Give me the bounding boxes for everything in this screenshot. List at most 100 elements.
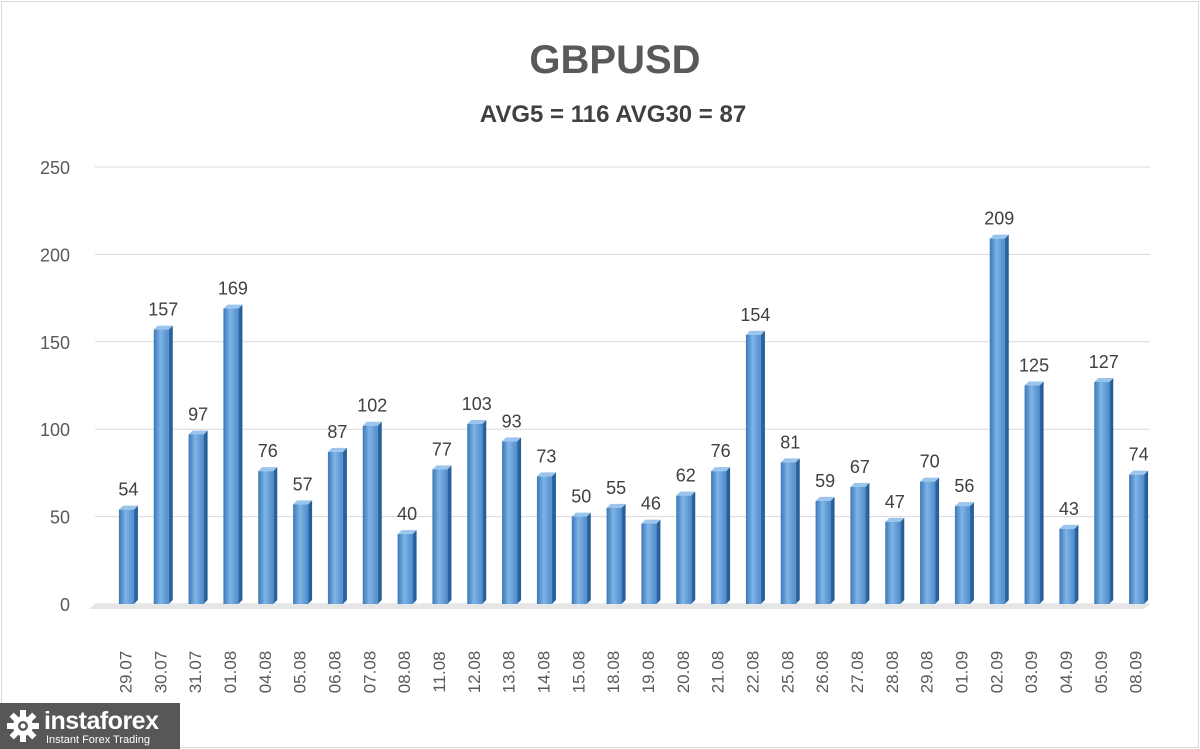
bar-front (571, 516, 587, 604)
bar (1024, 381, 1044, 604)
bar (258, 467, 278, 604)
x-tick-label: 01.08 (221, 651, 240, 694)
bar-top (188, 430, 208, 435)
y-tick-label: 150 (40, 333, 70, 353)
data-label: 56 (954, 476, 974, 496)
bar-side (168, 325, 173, 604)
x-tick-label: 15.08 (569, 651, 588, 694)
chart-floor (89, 604, 1150, 609)
bar-front (223, 308, 239, 604)
bar (711, 467, 731, 604)
bar-side (308, 500, 313, 604)
bar-side (412, 530, 417, 604)
x-tick-label: 02.09 (987, 651, 1006, 694)
data-label: 76 (711, 441, 731, 461)
bar-front (815, 500, 831, 604)
bar-side (342, 447, 347, 604)
bar-side (621, 503, 626, 604)
data-label: 73 (536, 446, 556, 466)
bar (223, 304, 243, 604)
x-tick-label: 01.09 (952, 651, 971, 694)
x-tick-label: 22.08 (743, 651, 762, 694)
bar (676, 491, 696, 604)
data-label: 127 (1089, 352, 1119, 372)
bar-front (676, 495, 692, 604)
bar (606, 503, 626, 604)
bar-top (1129, 470, 1149, 475)
bar-side (273, 467, 278, 604)
bar-side (1004, 234, 1009, 604)
bar-front (885, 521, 901, 604)
bar-front (467, 423, 483, 604)
bar (327, 447, 347, 604)
data-label: 67 (850, 457, 870, 477)
data-label: 40 (397, 504, 417, 524)
x-tick-label: 05.08 (291, 651, 310, 694)
bar-front (536, 476, 552, 604)
bar-top (327, 447, 347, 452)
x-tick-label: 07.08 (360, 651, 379, 694)
data-label: 97 (188, 404, 208, 424)
data-label: 55 (606, 478, 626, 498)
bar (1129, 470, 1149, 604)
bar (954, 502, 974, 604)
data-label: 154 (740, 305, 770, 325)
data-label: 46 (641, 494, 661, 514)
bar-top (711, 467, 731, 472)
bar (989, 234, 1009, 604)
instaforex-logo: instaforex Instant Forex Trading (0, 703, 180, 749)
bar-top (676, 491, 696, 496)
x-tick-label: 13.08 (500, 651, 519, 694)
bar-side (830, 496, 835, 604)
bar-front (989, 238, 1005, 604)
bar-side (691, 491, 696, 604)
bar-top (571, 512, 591, 517)
bar-side (760, 330, 765, 604)
bar-front (745, 334, 761, 604)
bar (432, 465, 452, 604)
bar-top (223, 304, 243, 309)
bar (397, 530, 417, 604)
data-label: 81 (780, 432, 800, 452)
x-tick-label: 25.08 (778, 651, 797, 694)
bar-side (482, 419, 487, 604)
bar-side (656, 519, 661, 604)
x-tick-label: 19.08 (639, 651, 658, 694)
bar (850, 482, 870, 604)
bar (1094, 378, 1114, 604)
bar (885, 517, 905, 604)
bar (502, 437, 522, 604)
data-label: 102 (357, 396, 387, 416)
bar-front (606, 507, 622, 604)
bar-side (238, 304, 243, 604)
bar-side (586, 512, 591, 604)
chart-subtitle: AVG5 = 116 AVG30 = 87 (479, 101, 747, 128)
x-tick-label: 12.08 (465, 651, 484, 694)
data-label: 62 (676, 466, 696, 486)
bar-top (118, 505, 138, 510)
bar-front (954, 506, 970, 604)
bar-top (502, 437, 522, 442)
bar-front (188, 434, 204, 604)
x-tick-label: 28.08 (883, 651, 902, 694)
bar-side (517, 437, 522, 604)
bar-side (865, 482, 870, 604)
data-label: 54 (118, 480, 138, 500)
bar-top (815, 496, 835, 501)
bar (362, 421, 382, 604)
bar-top (1059, 524, 1079, 529)
bar-front (641, 523, 657, 604)
bar (153, 325, 173, 604)
bar-top (641, 519, 661, 524)
bar-side (726, 467, 731, 604)
y-tick-label: 250 (40, 158, 70, 178)
bar (118, 505, 138, 604)
bar-top (467, 419, 487, 424)
bar-top (1024, 381, 1044, 386)
x-tick-label: 04.08 (256, 651, 275, 694)
data-label: 169 (218, 279, 248, 299)
x-tick-label: 29.07 (116, 651, 135, 694)
data-label: 87 (327, 422, 347, 442)
x-tick-label: 21.08 (709, 651, 728, 694)
bar-side (447, 465, 452, 604)
